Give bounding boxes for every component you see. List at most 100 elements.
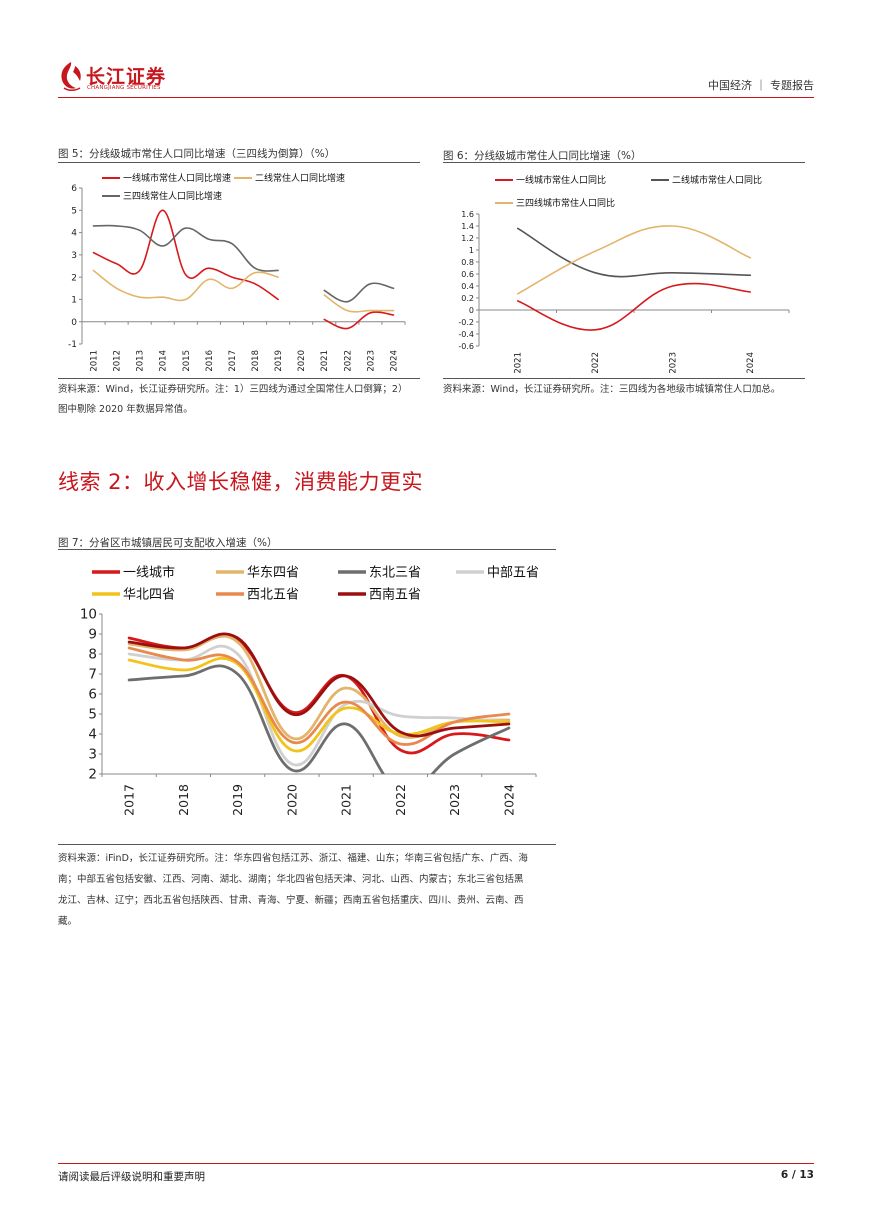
y-tick-label: -0.6 bbox=[458, 342, 474, 351]
x-tick-label: 2016 bbox=[205, 350, 215, 372]
series-line-2 bbox=[92, 224, 279, 272]
footer-divider bbox=[58, 1163, 814, 1164]
y-tick-label: 0.8 bbox=[461, 258, 474, 267]
x-tick-label: 2013 bbox=[136, 350, 146, 372]
series-line-1 bbox=[323, 294, 395, 313]
x-tick-label: 2018 bbox=[251, 350, 261, 372]
legend-label: 二线城市常住人口同比 bbox=[672, 174, 762, 186]
y-tick-label: 6 bbox=[88, 687, 97, 703]
legend-label: 二线常住人口同比增速 bbox=[255, 172, 345, 184]
fig6-source: 资料来源：Wind，长江证券研究所。注：三四线为各地级市城镇常住人口加总。 bbox=[443, 384, 781, 395]
series-line-0 bbox=[92, 209, 279, 301]
series-line-2 bbox=[127, 664, 511, 774]
x-tick-label: 2018 bbox=[176, 784, 191, 816]
fig5-chart: -1 0 1 2 3 4 5 6 2011 2012 2013 2014 2015 2016 2017 201… bbox=[68, 172, 406, 372]
y-tick-label: 0.4 bbox=[461, 282, 474, 291]
x-tick-label: 2024 bbox=[746, 352, 756, 374]
y-tick-label: 9 bbox=[88, 627, 97, 643]
x-tick-label: 2022 bbox=[393, 784, 408, 816]
series-line-6 bbox=[127, 632, 511, 738]
legend-label: 一线城市 bbox=[123, 565, 175, 581]
series-line-2 bbox=[323, 282, 395, 303]
x-tick-label: 2023 bbox=[447, 784, 462, 816]
x-tick-label: 2020 bbox=[297, 350, 307, 372]
x-tick-label: 2021 bbox=[514, 352, 524, 374]
legend-label: 三四线城市常住人口同比 bbox=[516, 197, 615, 209]
fig5-title: 图 5：分线级城市常住人口同比增速（三四线为倒算）（%） bbox=[58, 148, 336, 160]
y-tick-label: 6 bbox=[71, 184, 77, 194]
section-title: 线索 2：收入增长稳健，消费能力更实 bbox=[58, 470, 424, 494]
fig7-svg-series-group bbox=[127, 632, 511, 774]
x-tick-label: 2024 bbox=[389, 350, 399, 372]
series-line-4 bbox=[127, 656, 511, 753]
x-tick-label: 2023 bbox=[669, 352, 679, 374]
y-tick-label: 0 bbox=[71, 318, 77, 328]
logo-text: 长江证券 bbox=[86, 66, 167, 88]
legend-label: 西北五省 bbox=[247, 588, 299, 603]
y-tick-label: 4 bbox=[88, 727, 97, 743]
page-number: 6 / 13 bbox=[780, 1169, 814, 1181]
y-tick-label: 2 bbox=[88, 767, 97, 783]
fig6-title: 图 6：分线级城市常住人口同比增速（%） bbox=[443, 150, 642, 162]
y-tick-label: 5 bbox=[88, 707, 97, 723]
legend-label: 华北四省 bbox=[123, 588, 175, 603]
legend-label: 东北三省 bbox=[369, 566, 421, 581]
fig7-chart: 2 3 4 5 6 7 8 9 10 2017 2018 2019 2020 2021 2022 2023 20… bbox=[80, 565, 539, 816]
legend-label: 中部五省 bbox=[487, 566, 539, 581]
y-tick-label: -0.4 bbox=[458, 330, 474, 339]
x-tick-label: 2012 bbox=[113, 350, 123, 372]
x-tick-label: 2017 bbox=[228, 350, 238, 372]
x-tick-label: 2019 bbox=[230, 784, 245, 816]
x-tick-label: 2011 bbox=[90, 350, 100, 372]
legend-label: 三四线常住人口同比增速 bbox=[123, 190, 222, 202]
series-line-1 bbox=[92, 269, 279, 302]
x-tick-label: 2022 bbox=[591, 352, 601, 374]
y-tick-label: 0.6 bbox=[461, 270, 474, 279]
fig6-svg-series-group bbox=[517, 225, 752, 331]
y-tick-label: 5 bbox=[71, 206, 77, 216]
series-line-3 bbox=[127, 644, 511, 767]
x-tick-label: 2021 bbox=[339, 784, 354, 816]
legend-label: 一线城市常住人口同比 bbox=[516, 174, 606, 186]
fig5-source: 资料来源：Wind，长江证券研究所。注：1）三四线为通过全国常住人口倒算；2） … bbox=[58, 384, 408, 415]
series-line-0 bbox=[517, 282, 752, 331]
series-line-1 bbox=[517, 227, 752, 278]
x-tick-label: 2017 bbox=[122, 784, 137, 816]
series-line-2 bbox=[517, 225, 752, 295]
y-tick-label: 1 bbox=[71, 296, 77, 306]
series-line-0 bbox=[323, 311, 395, 330]
fig7-title: 图 7：分省区市城镇居民可支配收入增速（%） bbox=[58, 537, 278, 549]
fig7-title-rule bbox=[58, 549, 556, 550]
y-tick-label: 8 bbox=[88, 647, 97, 663]
y-tick-label: 4 bbox=[71, 229, 77, 239]
y-tick-label: 1 bbox=[469, 246, 474, 255]
x-tick-label: 2024 bbox=[501, 784, 516, 816]
x-tick-label: 2014 bbox=[159, 350, 169, 372]
y-tick-label: 1.4 bbox=[461, 222, 474, 231]
fig7-source: 资料来源：iFinD，长江证券研究所。注：华东四省包括江苏、浙江、福建、山东；华… bbox=[58, 853, 528, 927]
x-tick-label: 2020 bbox=[284, 784, 299, 816]
x-tick-label: 2019 bbox=[274, 350, 284, 372]
x-tick-label: 2022 bbox=[343, 350, 353, 372]
y-tick-label: 10 bbox=[80, 607, 97, 623]
y-tick-label: -1 bbox=[68, 340, 77, 350]
fig6-title-rule bbox=[443, 162, 805, 163]
y-tick-label: 1.6 bbox=[461, 210, 474, 219]
fig6-chart: -0.6 -0.4 -0.2 0 0.2 0.4 0.6 0.8 1 1.2 1.4 1.6 2021 2… bbox=[458, 174, 790, 374]
y-tick-label: 2 bbox=[71, 273, 77, 283]
legend-label: 一线城市常住人口同比增速 bbox=[123, 172, 231, 184]
fig5-bottom-rule bbox=[58, 378, 420, 379]
fig5-svg-series-group bbox=[92, 209, 395, 330]
y-tick-label: 1.2 bbox=[461, 234, 474, 243]
footer-disclaimer: 请阅读最后评级说明和重要声明 bbox=[58, 1171, 205, 1183]
y-tick-label: -0.2 bbox=[458, 318, 474, 327]
y-tick-label: 0.2 bbox=[461, 294, 474, 303]
header: 长江证券 CHANGJIANG SECURITIES 中国经济 ｜ 专题报告 bbox=[58, 60, 814, 100]
legend-label: 华东四省 bbox=[247, 566, 299, 581]
fig5-title-rule bbox=[58, 162, 420, 163]
legend-label: 西南五省 bbox=[369, 587, 421, 603]
fig6-bottom-rule bbox=[443, 378, 805, 379]
x-tick-label: 2015 bbox=[182, 350, 192, 372]
header-divider bbox=[58, 97, 814, 98]
y-tick-label: 7 bbox=[88, 667, 97, 683]
